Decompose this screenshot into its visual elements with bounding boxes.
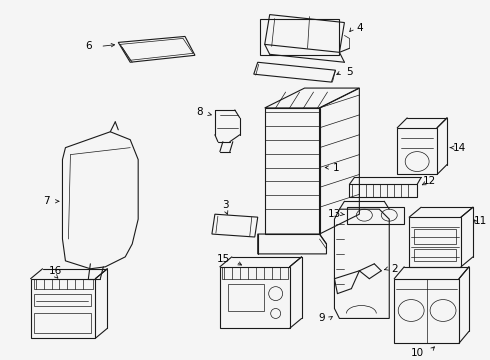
Bar [34, 314, 91, 333]
Text: 13: 13 [328, 209, 341, 219]
Text: 15: 15 [217, 254, 230, 264]
Bar [34, 279, 94, 289]
Text: 5: 5 [346, 67, 353, 77]
Text: 7: 7 [43, 196, 50, 206]
Text: 2: 2 [391, 264, 397, 274]
Text: 16: 16 [49, 266, 62, 276]
Text: 14: 14 [452, 143, 466, 153]
Text: 11: 11 [474, 216, 488, 226]
Bar [222, 267, 288, 279]
Text: 6: 6 [85, 41, 92, 51]
Text: 4: 4 [356, 23, 363, 33]
Text: 8: 8 [196, 107, 203, 117]
Bar [34, 294, 91, 306]
Bar [414, 249, 456, 261]
Text: 3: 3 [222, 200, 229, 210]
Bar [414, 229, 456, 244]
Text: 12: 12 [422, 176, 436, 186]
Text: 9: 9 [318, 314, 325, 323]
Text: 10: 10 [411, 348, 424, 358]
Bar [228, 284, 264, 311]
Text: 1: 1 [333, 162, 340, 172]
